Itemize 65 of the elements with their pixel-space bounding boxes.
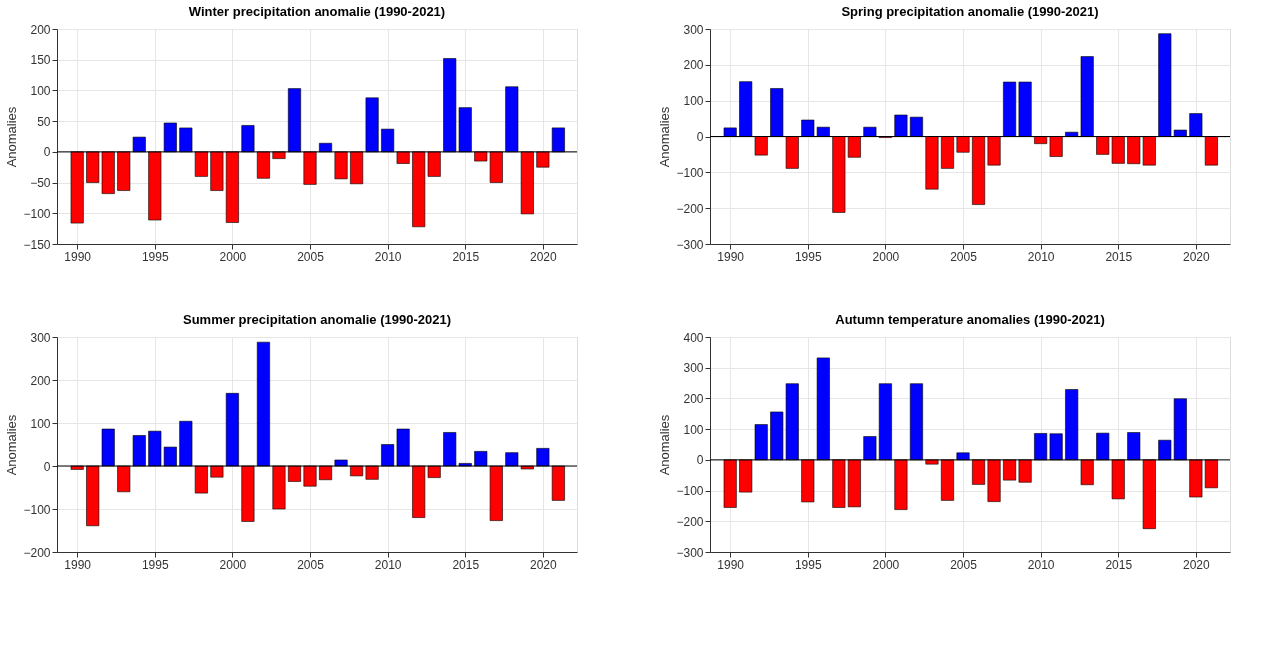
x-tick-label: 1990: [64, 557, 92, 572]
x-tick-label: 2000: [872, 557, 900, 572]
x-tick-label: 2015: [1105, 249, 1133, 264]
x-tick-label: 1995: [794, 249, 822, 264]
y-tick-label: 150: [30, 53, 51, 68]
y-tick-label: −200: [676, 514, 704, 529]
y-tick-label: 200: [30, 373, 51, 388]
x-tick-label: 2015: [452, 249, 480, 264]
y-tick-label: −300: [676, 237, 704, 252]
x-tick-label: 2000: [219, 557, 247, 572]
x-tick-label: 2000: [872, 249, 900, 264]
y-tick-label: 300: [30, 330, 51, 345]
y-tick-label: 0: [696, 453, 704, 468]
y-tick-label: −100: [676, 484, 704, 499]
x-tick-label: 1990: [717, 557, 745, 572]
x-tick-label: 2020: [530, 249, 558, 264]
x-tick-label: 2010: [1027, 249, 1055, 264]
y-axis-title: Anomalies: [657, 106, 673, 168]
y-tick-label: −150: [23, 237, 51, 252]
x-tick-label: 2015: [452, 557, 480, 572]
x-tick-label: 2020: [1183, 557, 1211, 572]
x-tick-label: 2005: [297, 249, 325, 264]
x-tick-label: 1995: [141, 249, 169, 264]
y-tick-label: −200: [23, 545, 51, 560]
y-tick-label: −200: [676, 201, 704, 216]
x-tick-label: 2005: [950, 557, 978, 572]
chart-title: Winter precipitation anomalie (1990-2021): [188, 4, 446, 19]
y-tick-label: 100: [683, 422, 704, 437]
x-tick-label: 2020: [1183, 249, 1211, 264]
y-tick-label: −300: [676, 545, 704, 560]
x-tick-label: 2010: [1027, 557, 1055, 572]
y-tick-label: 200: [683, 391, 704, 406]
y-tick-label: 300: [683, 22, 704, 37]
chart-title: Spring precipitation anomalie (1990-2021): [841, 4, 1099, 19]
y-tick-label: −100: [676, 165, 704, 180]
y-tick-label: −100: [23, 206, 51, 221]
y-tick-label: 50: [37, 114, 51, 129]
x-tick-label: 1990: [64, 249, 92, 264]
x-tick-label: 2020: [530, 557, 558, 572]
y-axis-title: Anomalies: [4, 106, 20, 168]
y-tick-label: 100: [30, 83, 51, 98]
x-tick-label: 2010: [374, 557, 402, 572]
y-axis-title: Anomalies: [657, 414, 673, 476]
x-tick-label: 2010: [374, 249, 402, 264]
x-tick-label: 2005: [950, 249, 978, 264]
y-axis-title: Anomalies: [4, 414, 20, 476]
y-tick-label: 400: [683, 330, 704, 345]
y-tick-label: 200: [30, 22, 51, 37]
y-tick-label: 0: [43, 459, 51, 474]
y-tick-label: 0: [43, 145, 51, 160]
y-tick-label: −50: [30, 176, 51, 191]
y-tick-label: 300: [683, 361, 704, 376]
chart-title: Autumn temperature anomalies (1990-2021): [835, 312, 1105, 327]
y-tick-label: 100: [683, 94, 704, 109]
y-tick-label: 200: [683, 58, 704, 73]
chart-title: Summer precipitation anomalie (1990-2021): [182, 312, 452, 327]
y-tick-label: −100: [23, 502, 51, 517]
x-tick-label: 2005: [297, 557, 325, 572]
y-tick-label: 100: [30, 416, 51, 431]
y-tick-label: 0: [696, 130, 704, 144]
x-tick-label: 1995: [794, 557, 822, 572]
x-tick-label: 2000: [219, 249, 247, 264]
x-tick-label: 1990: [717, 249, 745, 264]
x-tick-label: 1995: [141, 557, 169, 572]
x-tick-label: 2015: [1105, 557, 1133, 572]
